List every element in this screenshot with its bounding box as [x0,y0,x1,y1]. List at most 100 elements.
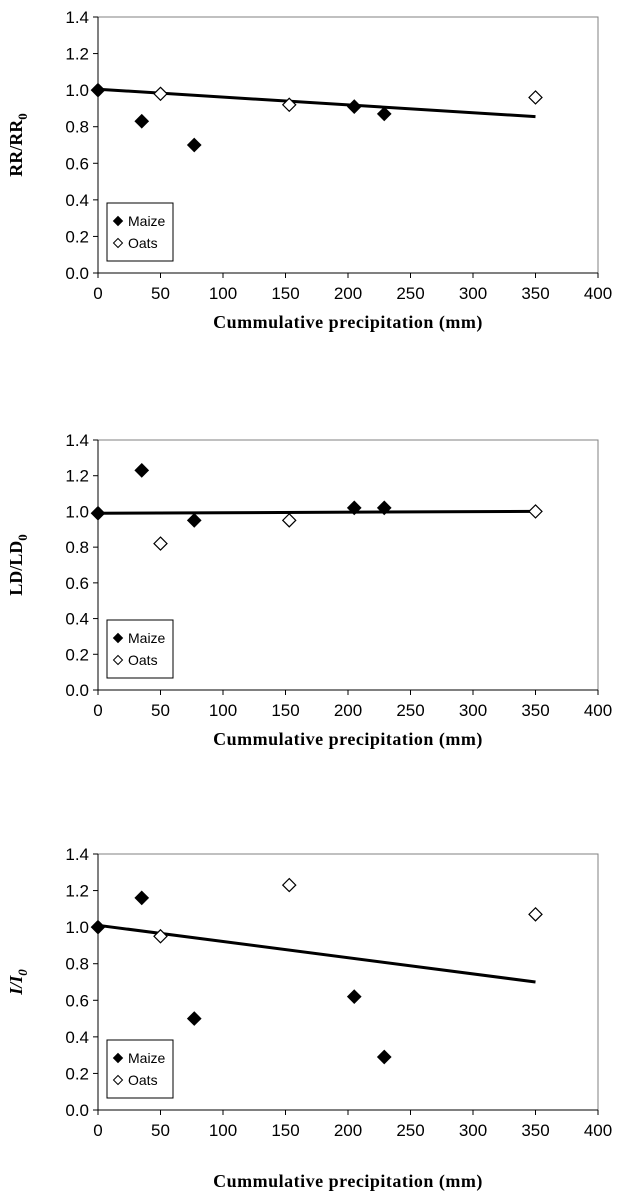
x-tick-label: 400 [584,1121,612,1140]
data-point-maize [90,82,106,98]
x-tick-label: 0 [93,701,102,720]
y-tick-label: 1.2 [65,467,89,486]
data-point-maize [346,989,362,1004]
y-tick-label: 0.2 [65,1064,89,1083]
trend-line [97,509,536,515]
data-point-maize [376,1049,392,1065]
chart-3: 0.0 0.2 0.4 0.6 0.8 1.0 1.2 1.4 0 50 100 150 200 250 3… [6,845,612,1192]
x-tick-label: 200 [334,1121,362,1140]
x-tick-label: 0 [93,284,102,303]
x-tick-label: 350 [521,284,549,303]
legend-label-maize: Maize [128,213,166,229]
y-tick-label: 1.4 [65,845,89,864]
chart-1: 0.0 0.2 0.4 0.6 0.8 1.0 1.2 1.4 0 50 100 150 200 250 3… [6,8,612,333]
x-tick-label: 300 [459,284,487,303]
y-tick-label: 0.2 [65,645,89,664]
y-tick-label: 0.4 [65,191,89,210]
y-tick-label: 0.2 [65,227,89,246]
y-tick-label: 0.6 [65,574,89,593]
data-point-oats [528,906,543,922]
x-tick-label: 300 [459,1121,487,1140]
y-tick-label: 0.0 [65,681,89,700]
y-axis-label-main: LD/LD [6,541,26,596]
x-axis-label: Cummulative precipitation (mm) [213,1171,483,1192]
legend-marker-oats [112,237,124,249]
y-axis-label-subscript: 0 [15,969,30,976]
data-point-maize [134,463,150,478]
data-point-oats [528,90,543,105]
x-tick-label: 350 [521,701,549,720]
y-tick-label: 0.0 [65,264,89,283]
x-tick-label: 400 [584,701,612,720]
y-tick-label: 1.0 [65,502,89,521]
data-point-maize [186,137,202,153]
y-tick-label: 1.4 [65,431,89,450]
trend-line [97,923,536,984]
y-tick-label: 0.4 [65,1028,89,1047]
data-point-maize [346,99,362,114]
legend-label-oats: Oats [128,235,158,251]
legend-label-maize: Maize [128,630,166,646]
y-axis-label-main: RR/RR [6,119,26,177]
y-tick-label: 1.2 [65,882,89,901]
x-tick-label: 100 [209,701,237,720]
legend-box [106,1039,174,1099]
x-tick-label: 200 [334,701,362,720]
data-point-oats [281,97,297,113]
legend-marker-oats [112,1074,124,1086]
x-tick-label: 350 [521,1121,549,1140]
x-tick-label: 100 [209,284,237,303]
legend-label-maize: Maize [128,1050,166,1066]
legend-marker-maize [112,1052,124,1064]
x-tick-label: 50 [151,1121,170,1140]
data-point-oats [153,928,168,944]
y-tick-label: 0.6 [65,991,89,1010]
x-axis-label: Cummulative precipitation (mm) [213,729,483,750]
trend-line [97,87,536,119]
data-point-maize [346,500,362,516]
x-tick-label: 300 [459,701,487,720]
legend-marker-maize [112,632,124,644]
data-point-maize [90,505,106,521]
data-point-maize [376,500,392,516]
x-tick-label: 150 [271,701,299,720]
y-tick-label: 0.8 [65,538,89,557]
data-point-maize [134,113,150,129]
data-point-oats [281,877,297,893]
y-tick-label: 0.8 [65,955,89,974]
y-axis-label: LD/LD0 [6,534,30,596]
y-tick-label: 1.0 [65,918,89,937]
data-point-maize [376,106,392,122]
chart-2: 0.0 0.2 0.4 0.6 0.8 1.0 1.2 1.4 0 50 100 150 200 250 3… [6,431,612,750]
legend-label-oats: Oats [128,652,158,668]
data-point-maize [134,890,150,906]
legend-marker-maize [112,215,124,227]
y-tick-label: 0.8 [65,118,89,137]
data-point-oats [153,86,168,102]
x-axis-label: Cummulative precipitation (mm) [213,312,483,333]
x-tick-label: 150 [271,1121,299,1140]
y-axis-label-subscript: 0 [15,113,30,120]
x-tick-label: 250 [396,1121,424,1140]
legend-box [106,619,174,679]
data-point-oats [528,504,543,519]
y-tick-label: 0.4 [65,610,89,629]
x-tick-label: 400 [584,284,612,303]
data-point-maize [186,513,202,528]
x-tick-label: 200 [334,284,362,303]
y-tick-label: 0.0 [65,1101,89,1120]
y-tick-label: 1.0 [65,81,89,100]
data-point-maize [90,919,106,935]
legend-box [106,202,174,262]
y-tick-label: 1.2 [65,45,89,64]
y-axis-label: RR/RR0 [6,113,30,177]
y-axis-label-subscript: 0 [15,534,30,541]
x-tick-label: 50 [151,284,170,303]
x-tick-label: 100 [209,1121,237,1140]
y-tick-label: 1.4 [65,8,89,27]
data-point-oats [153,536,168,551]
data-point-oats [281,513,297,528]
y-axis-label: I/I0 [6,969,30,996]
legend-marker-oats [112,654,124,666]
